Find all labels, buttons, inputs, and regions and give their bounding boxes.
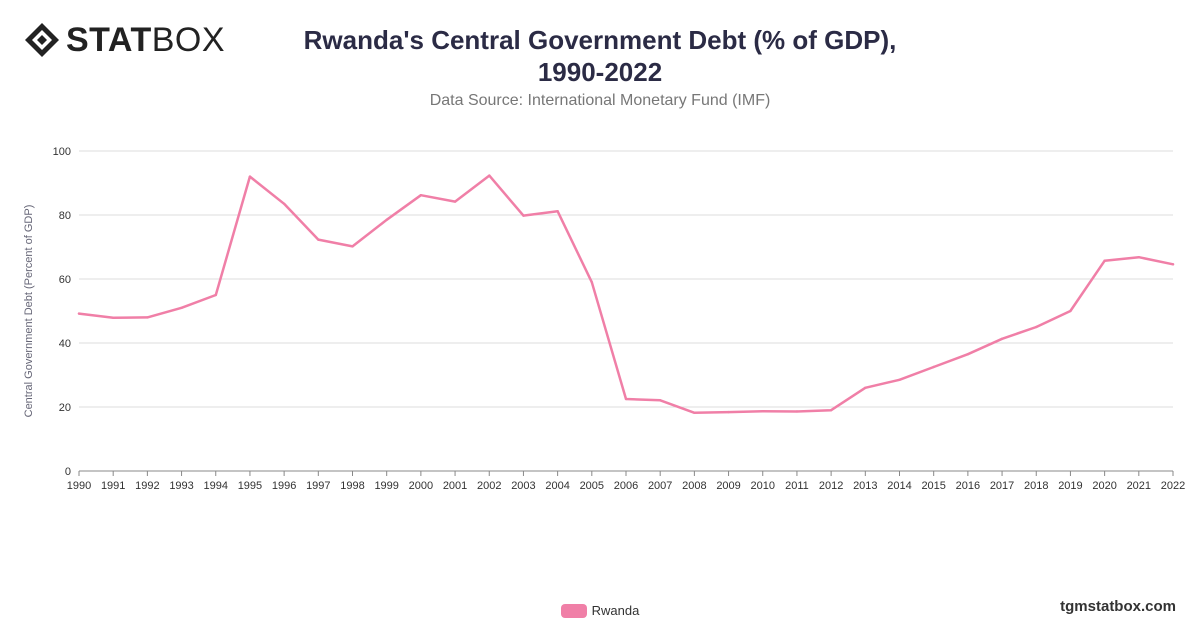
- data-point-2013: [864, 386, 867, 389]
- series-line-rwanda: [77, 174, 1175, 415]
- x-tick-label-2017: 2017: [990, 480, 1014, 492]
- data-point-2006: [624, 397, 628, 401]
- data-point-2016: [966, 353, 970, 356]
- x-tick-label-2013: 2013: [853, 480, 877, 492]
- x-tick-label-2006: 2006: [614, 480, 638, 492]
- data-point-2019: [1069, 309, 1072, 313]
- x-tick-label-1995: 1995: [238, 480, 262, 492]
- y-tick-label-60: 60: [59, 274, 71, 286]
- x-tick-label-2019: 2019: [1058, 480, 1082, 492]
- x-tick-label-1997: 1997: [306, 480, 330, 492]
- data-point-1994: [214, 293, 217, 297]
- x-tick-label-2012: 2012: [819, 480, 843, 492]
- data-point-2012: [829, 409, 833, 412]
- x-tick-label-2018: 2018: [1024, 480, 1048, 492]
- data-point-2009: [727, 410, 730, 414]
- x-tick-label-2004: 2004: [545, 480, 569, 492]
- x-tick-label-2002: 2002: [477, 480, 501, 492]
- data-point-2000: [419, 193, 423, 197]
- x-tick-label-2011: 2011: [785, 480, 809, 492]
- data-point-2014: [898, 378, 901, 381]
- data-point-2007: [658, 399, 662, 402]
- x-tick-label-2009: 2009: [716, 480, 740, 492]
- chart-title-line-1: Rwanda's Central Government Debt (% of G…: [303, 25, 897, 55]
- x-tick-label-1991: 1991: [101, 480, 125, 492]
- data-point-1992: [146, 316, 149, 319]
- data-point-2011: [795, 410, 799, 413]
- y-tick-label-80: 80: [59, 210, 71, 222]
- x-tick-label-1994: 1994: [204, 480, 228, 492]
- x-tick-label-1990: 1990: [67, 480, 91, 492]
- x-tick-label-2007: 2007: [648, 480, 672, 492]
- legend-label-rwanda: Rwanda: [591, 603, 640, 618]
- data-point-1991: [111, 316, 115, 319]
- legend-swatch-rwanda: [560, 603, 587, 618]
- data-point-2017: [1000, 337, 1004, 341]
- y-tick-label-40: 40: [59, 338, 71, 350]
- diamond-logo-icon: [25, 23, 59, 57]
- y-tick-label-100: 100: [53, 146, 71, 158]
- data-point-2015: [932, 365, 935, 369]
- y-tick-label-0: 0: [65, 466, 71, 478]
- x-tick-label-1996: 1996: [272, 480, 296, 492]
- data-point-2022: [1171, 263, 1175, 266]
- logo-text: STATBOX: [66, 20, 225, 60]
- x-tick-label-2020: 2020: [1092, 480, 1116, 492]
- data-point-2001: [453, 200, 457, 203]
- data-point-1993: [180, 306, 183, 309]
- watermark: tgmstatbox.com: [1060, 598, 1176, 615]
- x-tick-label-2022: 2022: [1161, 480, 1185, 492]
- data-point-2018: [1035, 325, 1038, 329]
- data-point-2005: [590, 281, 594, 284]
- data-point-2021: [1137, 256, 1141, 259]
- x-tick-label-1992: 1992: [135, 480, 159, 492]
- logo-text-bold: STAT: [66, 21, 152, 59]
- x-tick-label-2005: 2005: [580, 480, 604, 492]
- data-point-1999: [385, 218, 388, 221]
- data-point-1996: [282, 202, 286, 205]
- x-tick-label-2010: 2010: [751, 480, 775, 492]
- x-tick-label-1993: 1993: [169, 480, 193, 492]
- data-point-1995: [248, 175, 252, 178]
- logo-text-light: BOX: [151, 21, 226, 59]
- x-tick-label-2016: 2016: [956, 480, 980, 492]
- x-tick-label-2014: 2014: [887, 480, 911, 492]
- legend[interactable]: Rwanda: [0, 603, 1200, 618]
- data-point-2003: [522, 214, 525, 217]
- data-point-2004: [556, 209, 559, 213]
- chart-title: Rwanda's Central Government Debt (% of G…: [200, 24, 1000, 88]
- data-point-1998: [351, 245, 354, 248]
- chart-title-line-2: 1990-2022: [537, 57, 663, 87]
- x-tick-label-2000: 2000: [409, 480, 433, 492]
- y-tick-label-20: 20: [59, 402, 71, 414]
- statbox-logo: STATBOX: [24, 20, 225, 60]
- x-tick-label-1998: 1998: [340, 480, 364, 492]
- data-point-1990: [77, 312, 81, 315]
- data-point-1997: [317, 238, 320, 241]
- data-point-2020: [1103, 259, 1106, 262]
- data-point-2002: [488, 174, 491, 177]
- x-tick-label-1999: 1999: [374, 480, 398, 492]
- x-tick-label-2001: 2001: [443, 480, 467, 492]
- data-point-2010: [761, 409, 764, 413]
- x-tick-label-2021: 2021: [1127, 480, 1151, 492]
- data-point-2008: [693, 411, 696, 414]
- chart-subtitle: Data Source: International Monetary Fund…: [429, 92, 771, 109]
- x-tick-label-2008: 2008: [682, 480, 706, 492]
- x-tick-label-2003: 2003: [511, 480, 535, 492]
- x-tick-label-2015: 2015: [921, 480, 945, 492]
- y-axis-title: Central Government Debt (Percent of GDP): [23, 205, 35, 418]
